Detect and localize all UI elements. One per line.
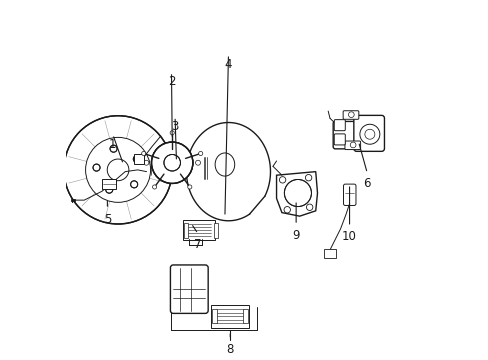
Circle shape <box>284 180 311 207</box>
FancyBboxPatch shape <box>323 249 335 258</box>
Circle shape <box>195 160 200 165</box>
Circle shape <box>305 175 311 181</box>
Circle shape <box>130 181 138 188</box>
Circle shape <box>198 152 203 156</box>
Circle shape <box>151 142 192 183</box>
Text: 10: 10 <box>342 230 356 243</box>
FancyBboxPatch shape <box>102 179 116 189</box>
Circle shape <box>110 145 117 152</box>
FancyBboxPatch shape <box>353 115 384 151</box>
Circle shape <box>364 129 374 139</box>
Circle shape <box>359 124 379 144</box>
Text: 8: 8 <box>226 343 233 356</box>
FancyBboxPatch shape <box>213 223 218 238</box>
Circle shape <box>152 185 156 189</box>
Text: 2: 2 <box>167 76 175 89</box>
Circle shape <box>348 112 353 117</box>
Text: 4: 4 <box>224 58 232 71</box>
FancyBboxPatch shape <box>332 121 356 149</box>
Circle shape <box>163 154 180 171</box>
Circle shape <box>284 207 290 213</box>
FancyBboxPatch shape <box>334 134 345 145</box>
Circle shape <box>349 142 355 148</box>
Circle shape <box>105 186 113 193</box>
Text: 7: 7 <box>194 238 202 251</box>
Ellipse shape <box>215 153 234 176</box>
Circle shape <box>170 131 174 135</box>
Circle shape <box>187 185 191 189</box>
Text: 5: 5 <box>103 213 111 226</box>
Circle shape <box>279 177 285 183</box>
FancyBboxPatch shape <box>243 309 248 323</box>
FancyBboxPatch shape <box>183 223 187 238</box>
Text: 3: 3 <box>171 120 179 133</box>
Circle shape <box>93 164 100 171</box>
FancyBboxPatch shape <box>212 309 217 323</box>
Circle shape <box>64 116 172 224</box>
Text: 9: 9 <box>292 229 299 242</box>
FancyBboxPatch shape <box>343 184 355 206</box>
Text: 6: 6 <box>363 177 370 190</box>
Polygon shape <box>276 172 317 216</box>
Circle shape <box>142 152 145 156</box>
FancyBboxPatch shape <box>334 120 345 131</box>
FancyBboxPatch shape <box>343 111 358 119</box>
Text: 1: 1 <box>109 138 116 151</box>
FancyBboxPatch shape <box>211 305 248 328</box>
FancyBboxPatch shape <box>134 154 144 164</box>
Circle shape <box>306 204 312 211</box>
Circle shape <box>133 156 140 163</box>
FancyBboxPatch shape <box>183 220 215 240</box>
FancyBboxPatch shape <box>344 141 360 149</box>
Circle shape <box>143 160 148 165</box>
FancyBboxPatch shape <box>170 265 208 314</box>
